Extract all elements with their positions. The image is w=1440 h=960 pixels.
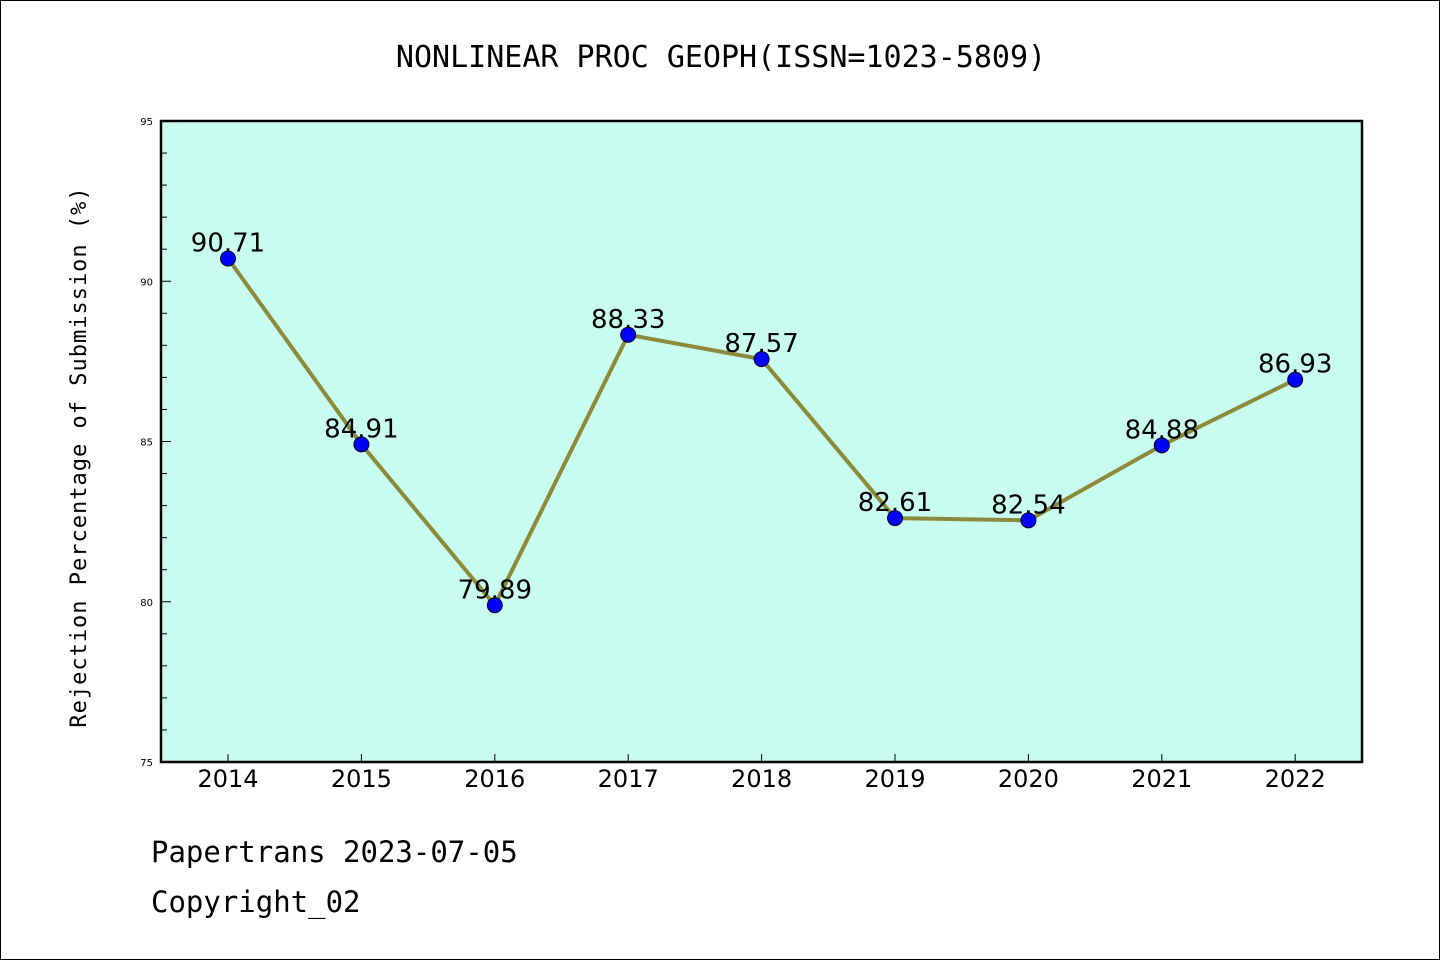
x-tick-label: 2020: [998, 765, 1059, 793]
x-tick-label: 2014: [197, 765, 258, 793]
x-tick-label: 2016: [464, 765, 525, 793]
data-label: 79.89: [458, 575, 532, 605]
data-point: [620, 326, 637, 343]
data-point: [1020, 512, 1037, 529]
y-tick-label: 75: [140, 758, 153, 769]
data-label: 82.61: [858, 488, 932, 518]
footer-date: Papertrans 2023-07-05: [151, 835, 518, 869]
data-point: [353, 436, 370, 453]
data-label: 84.91: [324, 414, 398, 444]
data-points: [220, 250, 1304, 614]
data-point: [1153, 437, 1170, 454]
data-point: [486, 597, 503, 614]
data-labels: 90.71 84.91 79.89 88.33 87.57 82.61 82.54 84.88…: [191, 228, 1333, 605]
data-point: [1287, 371, 1304, 388]
footer-copyright: Copyright_02: [151, 885, 361, 919]
x-tick-label: 2017: [598, 765, 659, 793]
data-label: 88.33: [591, 305, 665, 335]
plot-frame: [159, 119, 1364, 764]
data-label: 90.71: [191, 228, 265, 258]
y-axis-label: Rejection Percentage of Submission (%): [67, 186, 92, 727]
data-point: [753, 351, 770, 368]
data-label: 86.93: [1258, 350, 1332, 380]
x-axis-ticks: 2014 2015 2016 2017 2018 2019 2020 2021 2022: [197, 754, 1326, 793]
y-tick-label: 90: [140, 277, 153, 288]
y-tick-label: 85: [140, 438, 153, 449]
data-label: 82.54: [991, 490, 1065, 520]
y-tick-label: 95: [140, 117, 153, 128]
data-point: [220, 250, 236, 267]
x-tick-label: 2019: [864, 765, 925, 793]
chart-title: NONLINEAR PROC GEOPH(ISSN=1023-5809): [396, 40, 1046, 75]
x-tick-label: 2022: [1265, 765, 1326, 793]
y-tick-label: 80: [140, 598, 153, 609]
x-tick-label: 2018: [731, 765, 792, 793]
x-tick-label: 2015: [331, 765, 392, 793]
data-point: [887, 510, 903, 527]
data-label: 84.88: [1125, 415, 1199, 445]
x-tick-label: 2021: [1131, 765, 1192, 793]
data-label: 87.57: [724, 329, 798, 359]
